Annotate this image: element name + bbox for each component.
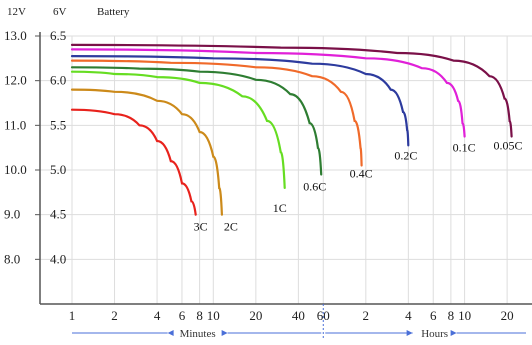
y-tick-label-6v: 4.0 [50, 251, 66, 266]
arrow-left-icon [450, 330, 457, 336]
minutes-label: Minutes [180, 328, 216, 340]
left-axis-header: 12V [7, 6, 26, 18]
x-tick-label: 20 [249, 308, 262, 323]
series-label-2C: 2C [224, 220, 238, 234]
y-tick-label-6v: 5.5 [50, 117, 66, 132]
y-tick-label-12v: 12.0 [4, 73, 27, 88]
series-label-0.1C: 0.1C [453, 141, 476, 155]
series-label-1C: 1C [273, 201, 287, 215]
x-tick-label: 40 [292, 308, 305, 323]
x-tick-label: 1 [69, 308, 76, 323]
x-tick-label: 6 [430, 308, 437, 323]
y-tick-label-6v: 6.5 [50, 28, 66, 43]
x-tick-label: 10 [207, 308, 220, 323]
y-tick-label-12v: 9.0 [4, 207, 20, 222]
series-line-1C [70, 70, 286, 189]
right-axis-header: 6V [53, 6, 67, 18]
arrow-right-icon [406, 330, 413, 336]
x-tick-label: 4 [154, 308, 161, 323]
x-tick-label: 4 [405, 308, 412, 323]
grid-layer [40, 35, 532, 304]
series-label-3C: 3C [194, 220, 208, 234]
series-line-0.1C [70, 48, 466, 138]
x-tick-label: 2 [111, 308, 118, 323]
x-tick-label: 6 [179, 308, 186, 323]
y-tick-label-6v: 4.5 [50, 207, 66, 222]
x-tick-label: 60 [317, 308, 330, 323]
x-tick-label: 20 [501, 308, 514, 323]
series-layer [70, 43, 513, 216]
x-tick-label: 10 [458, 308, 471, 323]
series-line-3C [70, 108, 197, 216]
series-line-0.2C [70, 55, 410, 147]
x-tick-label: 2 [363, 308, 370, 323]
series-line-2C [70, 88, 223, 216]
series-line-0.4C [70, 59, 363, 167]
series-line-0.05C [70, 43, 513, 138]
arrow-right-icon [167, 330, 174, 336]
axis-layer [35, 32, 532, 340]
arrow-left-icon [221, 330, 228, 336]
series-label-0.6C: 0.6C [303, 179, 326, 193]
series-label-0.05C: 0.05C [494, 139, 523, 153]
y-tick-label-12v: 10.0 [4, 162, 27, 177]
x-tick-label: 8 [448, 308, 455, 323]
x-tick-label: 8 [196, 308, 203, 323]
y-tick-label-6v: 6.0 [50, 73, 66, 88]
series-label-0.2C: 0.2C [394, 148, 417, 162]
y-tick-label-12v: 11.0 [4, 117, 26, 132]
chart-title: Battery [97, 6, 130, 18]
series-label-0.4C: 0.4C [350, 167, 373, 181]
hours-label: Hours [421, 328, 448, 340]
y-tick-label-6v: 5.0 [50, 162, 66, 177]
series-line-0.6C [70, 66, 323, 176]
y-tick-label-12v: 8.0 [4, 251, 20, 266]
y-tick-label-12v: 13.0 [4, 28, 27, 43]
